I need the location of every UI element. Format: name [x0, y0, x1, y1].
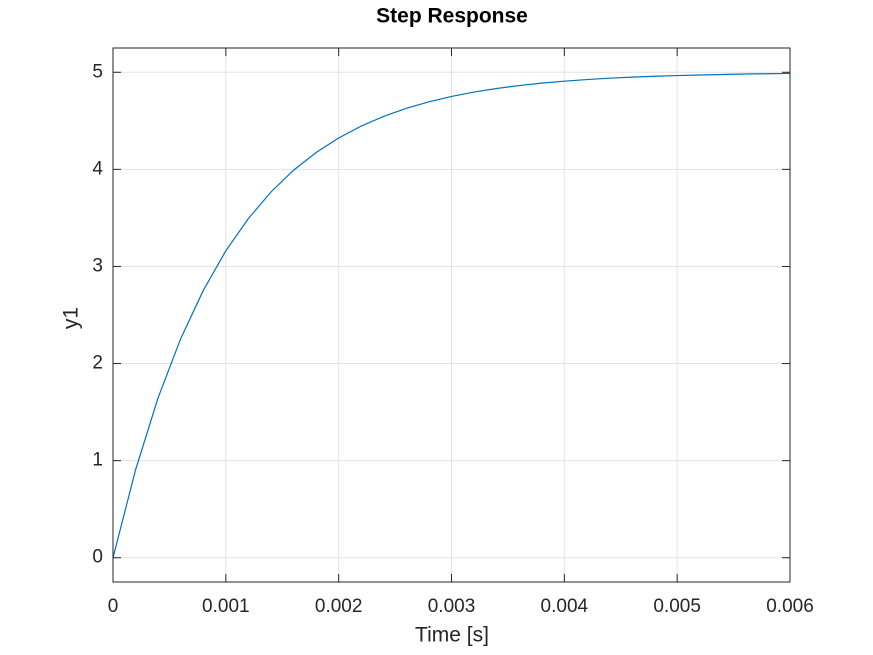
y-tick-label: 4	[92, 158, 103, 179]
y-tick-label: 3	[92, 255, 103, 276]
y-tick-label: 5	[92, 61, 103, 82]
x-tick-label: 0.001	[202, 596, 250, 617]
x-tick-label: 0.006	[766, 596, 814, 617]
x-tick-label: 0	[108, 596, 119, 617]
x-tick-label: 0.004	[541, 596, 589, 617]
y-tick-label: 1	[92, 450, 103, 471]
y-tick-label: 2	[92, 353, 103, 374]
chart-title: Step Response	[376, 5, 528, 28]
grid	[112, 48, 791, 582]
x-tick-label: 0.002	[315, 596, 363, 617]
plot	[112, 72, 791, 558]
y-tick-label: 0	[92, 547, 103, 568]
axes-box	[112, 47, 791, 583]
data-line	[112, 72, 791, 558]
x-tick-label: 0.005	[653, 596, 701, 617]
y-axis-label: y1	[60, 307, 83, 329]
x-axis-label: Time [s]	[415, 624, 489, 647]
x-tick-label: 0.003	[428, 596, 476, 617]
